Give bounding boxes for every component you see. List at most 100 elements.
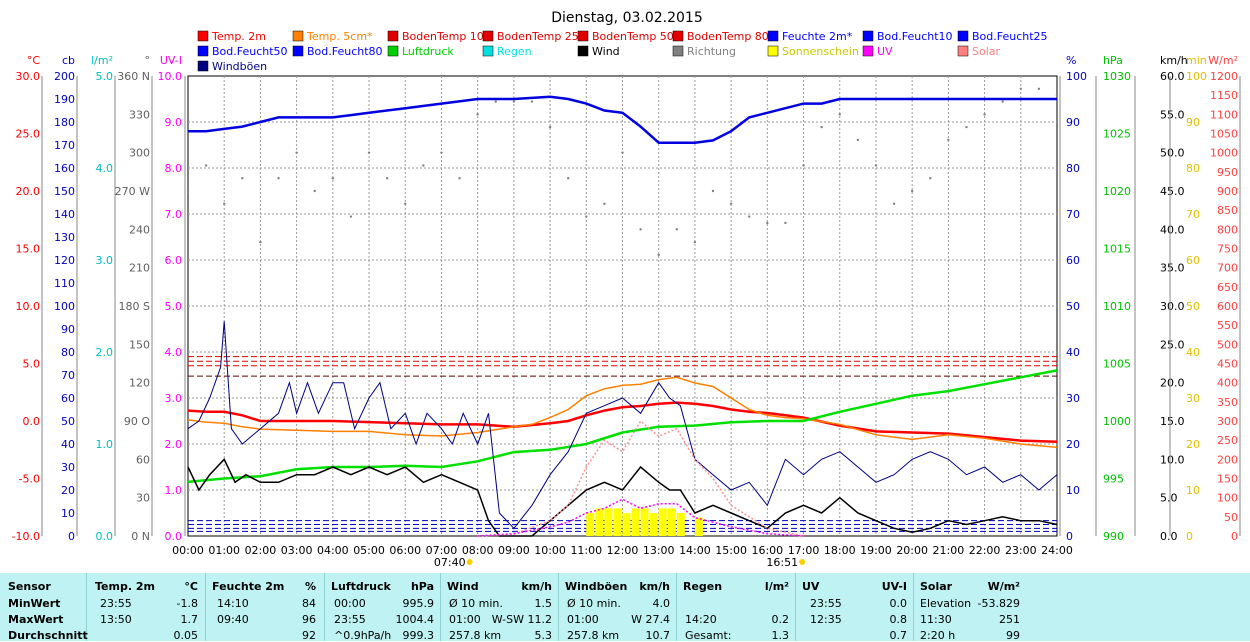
direction-point <box>766 221 769 225</box>
axis-tick-label: 20.0 <box>1160 377 1185 390</box>
x-tick-label: 22:00 <box>969 544 1001 557</box>
sunshine-bar <box>667 508 676 536</box>
axis-tick-label: 1150 <box>1210 89 1238 102</box>
rain-value: 0.2 <box>771 613 790 626</box>
series-temp-2m <box>187 401 1058 443</box>
legend-label: BodenTemp 10 <box>402 30 484 43</box>
axis-tick-label: 350 <box>1217 396 1238 409</box>
axis-unit: ° <box>145 54 151 67</box>
axis-tick-label: 240 <box>129 223 150 236</box>
direction-point <box>910 189 914 193</box>
rain-time: 14:20 <box>685 613 717 626</box>
header-solar: Solar <box>920 580 953 593</box>
axis-tick-label: 30 <box>1186 392 1200 405</box>
header-humidity: Feuchte 2m <box>212 580 285 593</box>
axis-unit: l/m² <box>91 54 113 67</box>
gust-time: Ø 10 min. <box>567 597 621 610</box>
axis-tick-label: 1050 <box>1210 128 1238 141</box>
rain-time: Gesamt: <box>685 629 732 642</box>
axis-tick-label: 130 <box>54 231 75 244</box>
axis-unit: W/m² <box>1208 54 1238 67</box>
pressure-time: 00:00 <box>334 597 366 610</box>
sunshine-bar <box>613 508 622 536</box>
axis-tick-label: 25.0 <box>16 128 41 141</box>
direction-point <box>548 125 552 129</box>
series-line <box>477 419 804 537</box>
series-sonnenschein <box>586 508 703 536</box>
axis-tick-label: 30 <box>61 461 75 474</box>
axis-tick-label: 1.0 <box>96 438 114 451</box>
axis-unit: UV-I <box>160 54 182 67</box>
axis-tick-label: 180 S <box>119 300 150 313</box>
axis-tick-label: 1005 <box>1103 358 1131 371</box>
axis-tick-label: 0 <box>1231 530 1238 543</box>
axis-tick-label: 140 <box>54 208 75 221</box>
axis-tick-label: 550 <box>1217 319 1238 332</box>
wind-value: 5.3 <box>534 629 553 642</box>
axis-tick-label: 15.0 <box>1160 415 1185 428</box>
axis-tick-label: 995 <box>1103 473 1124 486</box>
header-uv-unit: UV-I <box>881 580 907 593</box>
axis-tick-label: 30.0 <box>16 70 41 83</box>
legend-label: Sonnenschein <box>782 45 859 58</box>
axis-tick-label: 25.0 <box>1160 338 1185 351</box>
sunshine-bar <box>694 517 703 536</box>
x-tick-label: 01:00 <box>208 544 240 557</box>
weather-chart: Dienstag, 03.02.2015 Temp. 2m Temp. 5cm* B… <box>12 10 1241 569</box>
axis-unit: km/h <box>1160 54 1188 67</box>
wind-time: 257.8 km <box>449 629 502 642</box>
axis-unit: % <box>1066 54 1076 67</box>
axis-tick-label: 450 <box>1217 358 1238 371</box>
header-pressure: Luftdruck <box>331 580 391 593</box>
series-uv <box>477 498 804 537</box>
axis-tick-label: 0.0 <box>23 415 41 428</box>
axis-tick-label: 30 <box>1066 392 1080 405</box>
axis-tick-label: 300 <box>1217 415 1238 428</box>
gust-value: 10.7 <box>645 629 671 642</box>
axis-tick-label: 10.0 <box>16 300 41 313</box>
direction-point <box>512 100 516 103</box>
sunshine-bar <box>586 513 595 536</box>
sunshine-bar <box>640 508 649 536</box>
axis-tick-label: 80 <box>1066 162 1080 175</box>
legend-label: BodenTemp 25 <box>497 30 579 43</box>
header-gusts-unit: km/h <box>639 580 670 593</box>
legend-label: Bod.Feucht10 <box>877 30 953 43</box>
axis-tick-label: 1020 <box>1103 185 1131 198</box>
x-tick-label: 16:00 <box>751 544 783 557</box>
axis-tick-label: 150 <box>129 338 150 351</box>
header-temp-unit: °C <box>184 580 198 593</box>
legend-label: BodenTemp 50 <box>592 30 674 43</box>
pressure-time: 23:55 <box>334 613 366 626</box>
x-tick-label: 04:00 <box>317 544 349 557</box>
axis-tick-label: 20 <box>61 484 75 497</box>
sunshine-bar <box>631 508 640 536</box>
sunshine-bar <box>604 508 613 536</box>
uv-value: 0.0 <box>889 597 908 610</box>
direction-point <box>494 100 497 103</box>
gust-time: 257.8 km <box>567 629 620 642</box>
axis-tick-label: 90 <box>1186 116 1200 129</box>
axis-tick-label: 50.0 <box>1160 147 1185 160</box>
chart-title: Dienstag, 03.02.2015 <box>551 10 702 26</box>
row-label: MaxWert <box>8 613 64 626</box>
axis-tick-label: 120 <box>129 377 150 390</box>
axis-tick-label: 7.0 <box>165 208 183 221</box>
direction-point <box>277 177 280 180</box>
legend-label: Temp. 5cm* <box>306 30 373 43</box>
direction-point <box>331 177 335 180</box>
axis-tick-label: 1030 <box>1103 70 1131 83</box>
temp-value: 0.05 <box>173 629 199 642</box>
axis-tick-label: 270 W <box>115 185 150 198</box>
x-tick-label: 13:00 <box>643 544 675 557</box>
axis-tick-label: 300 <box>129 147 150 160</box>
column-separator <box>795 573 796 641</box>
legend-swatch <box>387 30 399 42</box>
direction-point <box>947 138 950 142</box>
axis-tick-label: 50 <box>1186 300 1200 313</box>
axis-tick-label: 200 <box>1217 453 1238 466</box>
legend-swatch <box>957 30 969 42</box>
axis-tick-label: 110 <box>54 277 75 290</box>
x-tick-label: 02:00 <box>245 544 277 557</box>
